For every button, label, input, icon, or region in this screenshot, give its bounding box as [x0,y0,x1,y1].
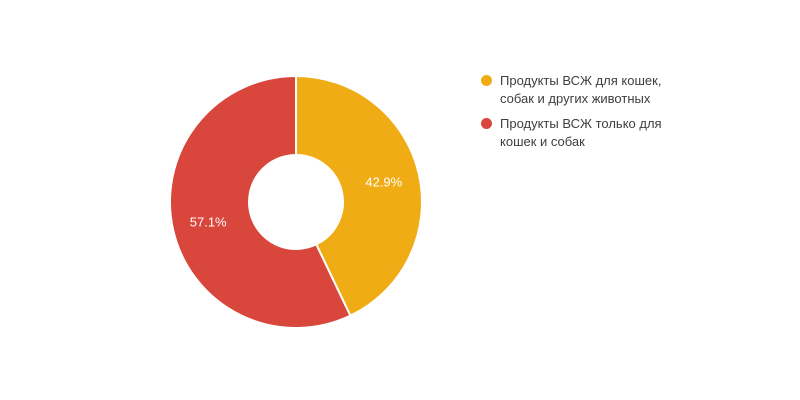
legend-label: Продукты ВСЖ только для кошек и собак [500,116,662,149]
legend-label: Продукты ВСЖ для кошек, собак и других ж… [500,73,662,106]
slice-value-label: 42.9% [365,175,402,190]
legend-item[interactable]: Продукты ВСЖ только для кошек и собак [481,115,676,151]
slice-value-label: 57.1% [190,214,227,229]
pie-slice[interactable] [295,75,423,317]
pie-slice[interactable] [169,75,352,329]
legend-swatch-icon [481,118,492,129]
legend-item[interactable]: Продукты ВСЖ для кошек, собак и других ж… [481,72,676,108]
legend-swatch-icon [481,75,492,86]
chart-legend: Продукты ВСЖ для кошек, собак и других ж… [481,72,676,151]
